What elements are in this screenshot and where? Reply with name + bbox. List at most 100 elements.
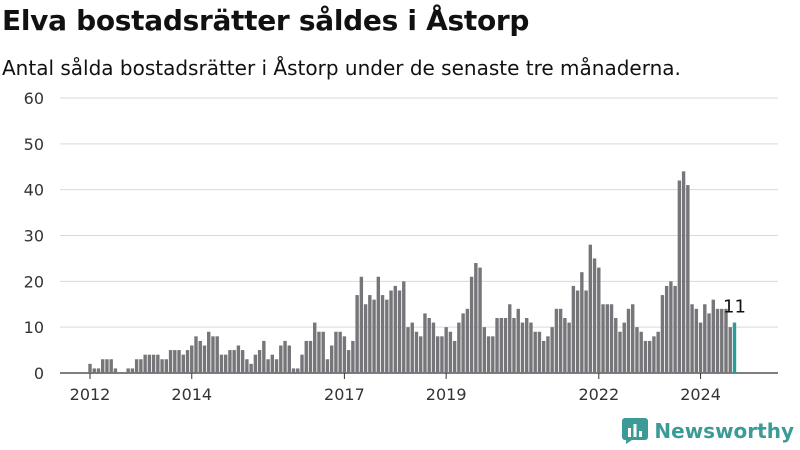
bar: [397, 290, 402, 373]
bar: [516, 308, 520, 373]
bar: [707, 313, 711, 373]
bar: [563, 318, 567, 373]
bar: [597, 267, 601, 373]
bar: [393, 285, 397, 373]
bar: [703, 304, 707, 373]
bar: [168, 350, 173, 373]
bar: [113, 368, 118, 373]
bar: [440, 336, 444, 373]
bar: [257, 350, 262, 373]
chart-subtitle: Antal sålda bostadsrätter i Åstorp under…: [2, 56, 681, 80]
y-axis: 0 10 20 30 40 50 60: [24, 89, 44, 383]
bar: [728, 327, 732, 373]
bar: [194, 336, 198, 373]
bar: [134, 359, 139, 373]
y-tick-label: 10: [24, 318, 44, 337]
bar: [503, 318, 508, 373]
bar: [452, 340, 457, 373]
bar: [308, 340, 313, 373]
bar: [245, 359, 249, 373]
bar: [698, 322, 703, 373]
y-tick-label: 30: [24, 227, 44, 246]
bar: [190, 345, 194, 373]
bar: [202, 345, 207, 373]
x-tick-label: 2019: [426, 385, 467, 404]
bar: [575, 290, 580, 373]
bar: [614, 318, 618, 373]
bar: [652, 336, 656, 373]
bar: [690, 304, 694, 373]
bar: [359, 276, 364, 373]
bar: [219, 354, 224, 373]
bar: [313, 322, 317, 373]
bar: [338, 331, 342, 373]
bar: [342, 336, 347, 373]
bar: [592, 258, 597, 373]
bar: [101, 359, 105, 373]
bar: [181, 354, 185, 373]
bar: [435, 336, 440, 373]
bar: [711, 299, 715, 373]
bar: [444, 327, 448, 373]
bar: [253, 354, 258, 373]
bar: [240, 350, 245, 373]
bar: [580, 272, 584, 373]
bar: [109, 359, 113, 373]
bar: [486, 336, 491, 373]
bar-chart-icon: [622, 418, 649, 444]
last-value-label: 11: [723, 297, 746, 318]
bar: [151, 354, 156, 373]
bar: [724, 308, 728, 373]
y-tick-label: 0: [34, 364, 44, 383]
bar: [346, 350, 351, 373]
bar: [317, 331, 321, 373]
bar: [96, 368, 101, 373]
bar: [643, 340, 648, 373]
bar: [291, 368, 296, 373]
bar: [126, 368, 130, 373]
bar: [368, 295, 372, 373]
bar: [279, 345, 283, 373]
x-tick-label: 2014: [171, 385, 212, 404]
bar: [681, 171, 686, 373]
bar: [656, 331, 660, 373]
x-tick-label: 2017: [324, 385, 365, 404]
bar: [631, 304, 635, 373]
bar: [372, 299, 376, 373]
bar: [236, 345, 241, 373]
bar: [609, 304, 614, 373]
bar: [376, 276, 381, 373]
bar: [177, 350, 181, 373]
bar: [457, 322, 461, 373]
bars: [88, 171, 737, 373]
bar: [448, 331, 453, 373]
bar: [223, 354, 228, 373]
bar: [266, 359, 270, 373]
bar: [402, 281, 406, 373]
bar: [588, 244, 593, 373]
bar: [537, 331, 542, 373]
bar: [546, 336, 550, 373]
bar: [232, 350, 236, 373]
x-tick-label: 2022: [578, 385, 619, 404]
brand-name: Newsworthy: [654, 419, 794, 443]
bar: [677, 180, 682, 373]
y-tick-label: 60: [24, 89, 44, 108]
bar: [228, 350, 232, 373]
y-tick-label: 50: [24, 135, 44, 154]
bar: [329, 345, 334, 373]
bar: [164, 359, 169, 373]
bar: [143, 354, 147, 373]
y-tick-label: 20: [24, 272, 44, 291]
bar: [567, 322, 571, 373]
bar: [300, 354, 304, 373]
bar: [423, 313, 427, 373]
bar: [325, 359, 330, 373]
x-tick-label: 2012: [70, 385, 111, 404]
bar: [554, 308, 559, 373]
bar: [512, 318, 516, 373]
bar: [694, 308, 699, 373]
bar: [669, 281, 673, 373]
bar: [605, 304, 609, 373]
